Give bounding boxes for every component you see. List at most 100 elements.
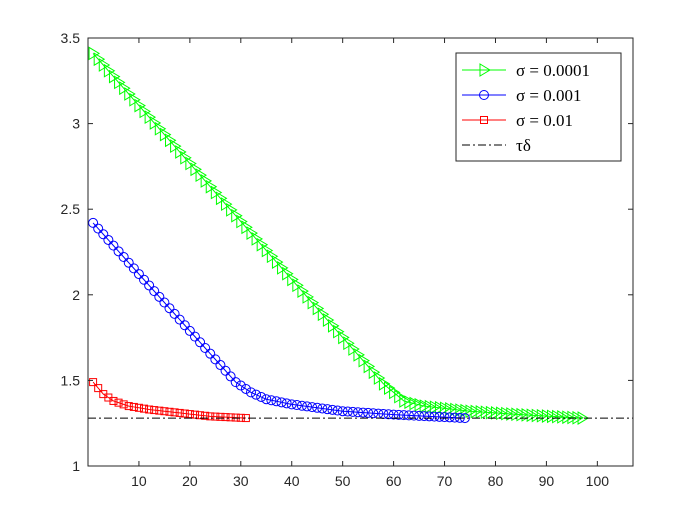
x-tick-label-100: 100 bbox=[586, 473, 610, 489]
series-2-point-49 bbox=[332, 405, 343, 416]
series-2-point-2 bbox=[93, 223, 104, 234]
legend-marker-2 bbox=[479, 90, 489, 100]
legend: σ = 0.0001 σ = 0.001 σ = 0.01 τδ bbox=[455, 52, 622, 162]
x-tick-label-40: 40 bbox=[284, 473, 300, 489]
y-tick-label-2: 2 bbox=[72, 287, 80, 303]
x-tick-label-60: 60 bbox=[386, 473, 402, 489]
series-2-point-71 bbox=[444, 412, 455, 423]
legend-label-3: σ = 0.01 bbox=[516, 111, 573, 130]
series-2-point-48 bbox=[327, 404, 338, 415]
series-2-point-4 bbox=[103, 234, 114, 245]
series-2-point-47 bbox=[322, 404, 333, 415]
series-2-point-27 bbox=[220, 365, 231, 376]
series-3-point-1 bbox=[89, 378, 98, 387]
series-2-point-53 bbox=[352, 407, 363, 418]
y-tick-label-5: 3.5 bbox=[61, 30, 81, 46]
plot-frame bbox=[87, 37, 634, 467]
series-2-point-16 bbox=[164, 303, 175, 314]
x-tick-label-20: 20 bbox=[182, 473, 198, 489]
series-2-point-39 bbox=[281, 398, 292, 409]
series-2-point-50 bbox=[337, 406, 348, 417]
series-2-point-6 bbox=[113, 246, 124, 257]
series-2-point-61 bbox=[393, 409, 404, 420]
series-2-point-8 bbox=[123, 257, 134, 268]
series-2-point-5 bbox=[108, 240, 119, 251]
series-2-point-65 bbox=[414, 410, 425, 421]
series-2-point-70 bbox=[439, 412, 450, 423]
series-2-point-43 bbox=[302, 401, 313, 412]
y-tick-label-3: 2.5 bbox=[61, 201, 81, 217]
series-2-point-10 bbox=[133, 269, 144, 280]
series-2-point-52 bbox=[347, 406, 358, 417]
legend-label-2: σ = 0.001 bbox=[516, 86, 582, 105]
series-2-point-23 bbox=[200, 342, 211, 353]
legend-label-4: τδ bbox=[516, 136, 531, 155]
series-3-point-17 bbox=[170, 408, 179, 417]
series-2-point-35 bbox=[261, 394, 272, 405]
series-2-point-42 bbox=[296, 400, 307, 411]
series-2-point-3 bbox=[98, 229, 109, 240]
series-3-point-12 bbox=[145, 405, 154, 414]
series-2-point-25 bbox=[210, 354, 221, 365]
legend-box bbox=[455, 52, 622, 162]
series-2-point-24 bbox=[205, 348, 216, 359]
x-tick-label-90: 90 bbox=[539, 473, 555, 489]
series-3-point-27 bbox=[221, 413, 230, 422]
series-3-point-8 bbox=[124, 402, 133, 411]
y-tick-label-0: 1 bbox=[72, 458, 80, 474]
legend-label-1: σ = 0.0001 bbox=[516, 61, 590, 80]
series-2-point-36 bbox=[266, 395, 277, 406]
series-2-point-21 bbox=[189, 331, 200, 342]
series-2-point-51 bbox=[342, 406, 353, 417]
series-3-point-26 bbox=[216, 412, 225, 421]
series-2-point-18 bbox=[174, 314, 185, 325]
series-2-point-7 bbox=[118, 252, 129, 263]
series-3-line bbox=[92, 381, 246, 419]
series-2-point-29 bbox=[230, 377, 241, 388]
series-layer bbox=[88, 46, 590, 425]
series-2-point-1 bbox=[88, 217, 99, 228]
series-2-point-26 bbox=[215, 360, 226, 371]
series-3-point-14 bbox=[155, 406, 164, 415]
series-2-point-46 bbox=[317, 403, 328, 414]
series-3-point-28 bbox=[226, 413, 235, 422]
series-2 bbox=[88, 217, 470, 424]
series-2-point-37 bbox=[271, 396, 282, 407]
series-3-point-7 bbox=[119, 400, 128, 409]
legend-marker-3 bbox=[480, 116, 488, 124]
series-2-point-55 bbox=[363, 407, 374, 418]
x-tick-label-70: 70 bbox=[437, 473, 453, 489]
series-3-point-10 bbox=[134, 403, 143, 412]
series-3-point-16 bbox=[165, 407, 174, 416]
y-tick-label-1: 1.5 bbox=[61, 372, 81, 388]
series-2-point-38 bbox=[276, 397, 287, 408]
series-2-point-44 bbox=[307, 402, 318, 413]
x-tick-label-10: 10 bbox=[131, 473, 147, 489]
series-2-point-20 bbox=[184, 325, 195, 336]
series-2-point-17 bbox=[169, 308, 180, 319]
series-3-point-23 bbox=[201, 411, 210, 420]
series-2-point-67 bbox=[424, 411, 435, 422]
series-2-point-66 bbox=[419, 411, 430, 422]
series-2-point-69 bbox=[434, 411, 445, 422]
series-2-point-33 bbox=[251, 389, 262, 400]
series-3-point-24 bbox=[206, 412, 215, 421]
series-3 bbox=[89, 378, 250, 423]
series-2-point-63 bbox=[403, 410, 414, 421]
series-2-point-28 bbox=[225, 371, 236, 382]
series-2-point-11 bbox=[139, 274, 150, 285]
x-tick-label-80: 80 bbox=[488, 473, 504, 489]
y-tick-label-4: 3 bbox=[72, 116, 80, 132]
series-2-point-22 bbox=[195, 337, 206, 348]
series-2-point-14 bbox=[154, 291, 165, 302]
series-2-point-41 bbox=[291, 400, 302, 411]
axis-layer: 10 20 30 40 50 60 70 80 90 100 1 1.5 2 2.5 3 3.5 bbox=[61, 30, 633, 489]
legend-marker-1 bbox=[479, 63, 491, 77]
series-2-point-40 bbox=[286, 399, 297, 410]
series-2-point-32 bbox=[245, 387, 256, 398]
series-2-point-30 bbox=[235, 380, 246, 391]
series-2-point-12 bbox=[144, 280, 155, 291]
series-1 bbox=[88, 46, 590, 425]
series-2-point-56 bbox=[368, 408, 379, 419]
